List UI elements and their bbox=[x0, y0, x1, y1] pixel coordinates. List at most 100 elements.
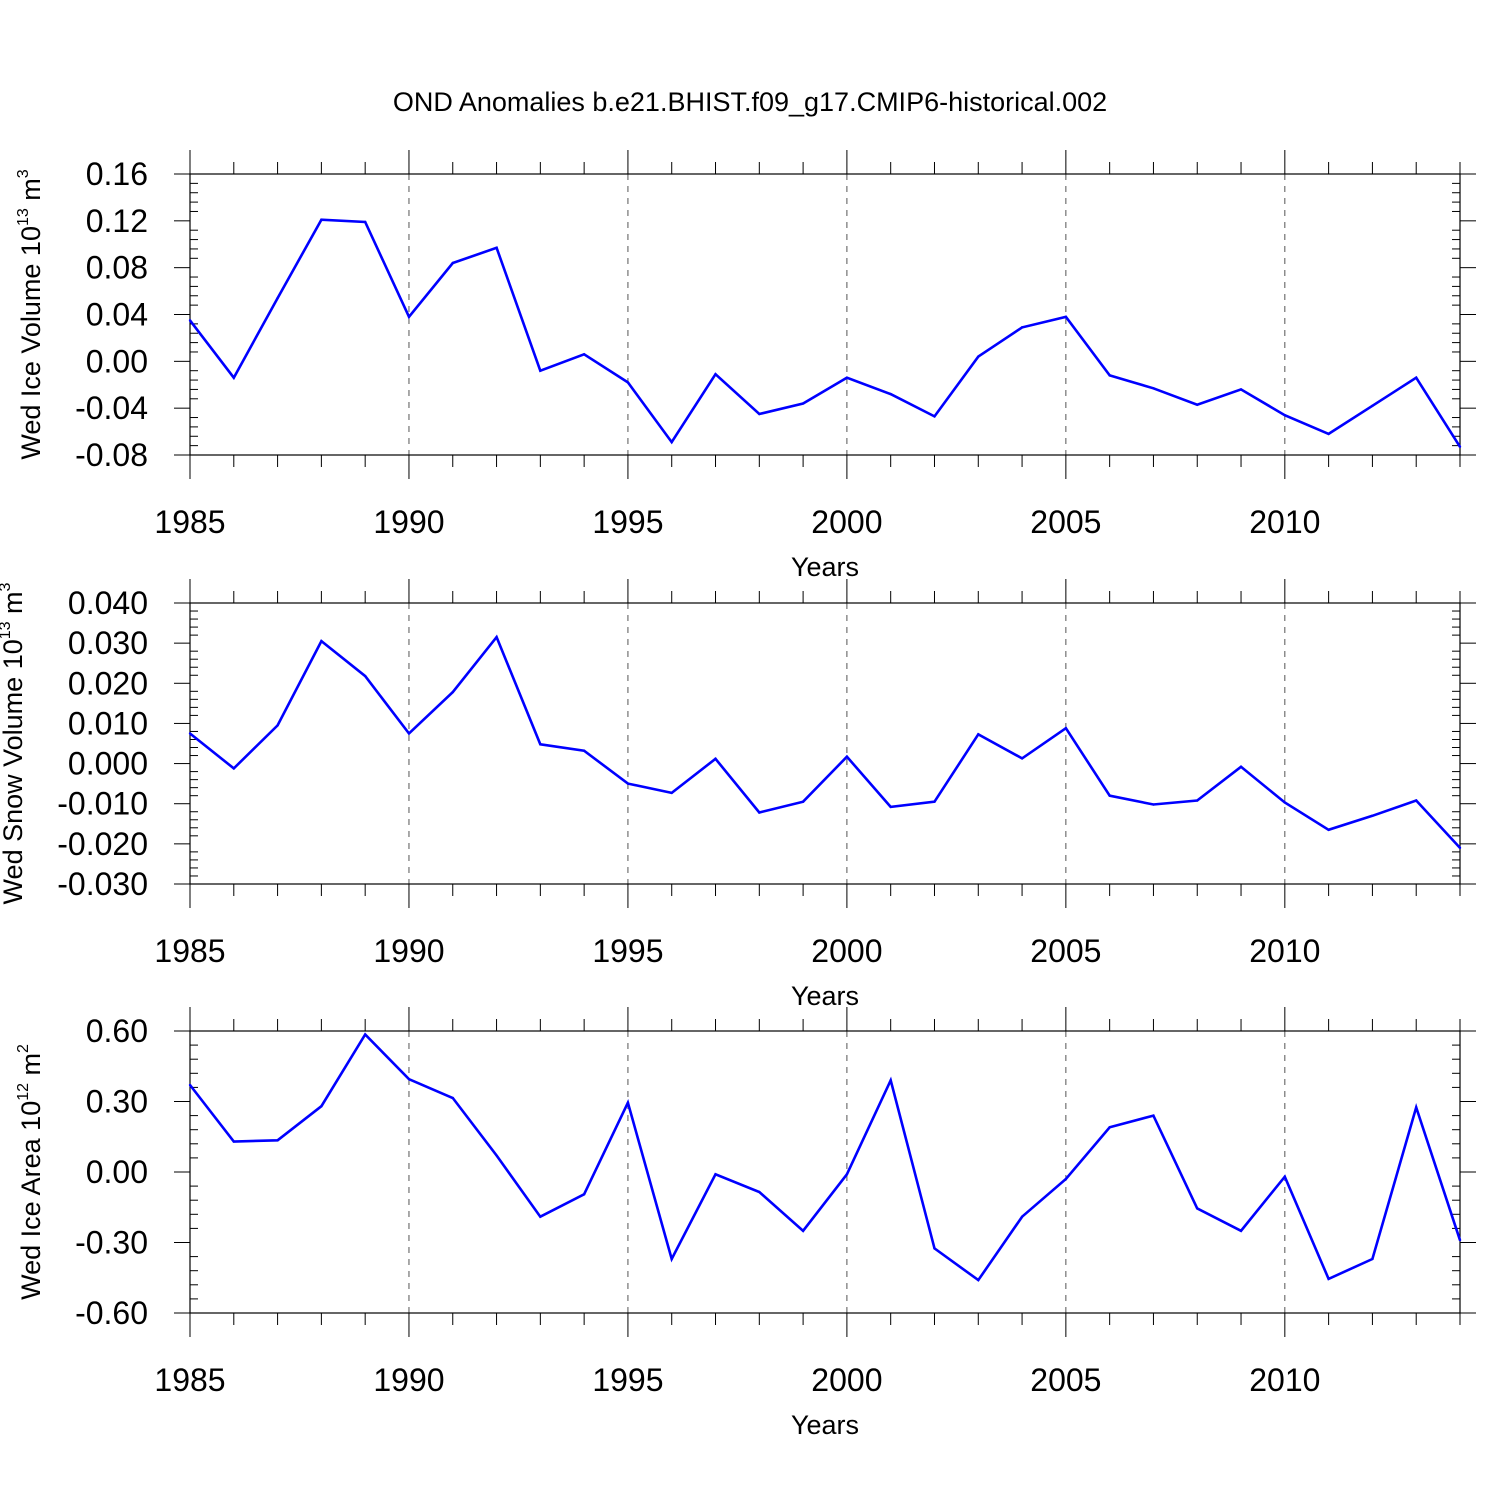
data-point bbox=[670, 1257, 673, 1261]
y-tick-label: -0.60 bbox=[75, 1295, 148, 1331]
data-point bbox=[188, 319, 192, 322]
data-point bbox=[188, 1083, 192, 1087]
data-point bbox=[363, 674, 367, 678]
data-point bbox=[977, 355, 980, 358]
data-point bbox=[1371, 1257, 1374, 1261]
x-tick-label: 2005 bbox=[1030, 504, 1101, 540]
plot-frame bbox=[189, 1030, 1461, 1314]
data-point bbox=[933, 415, 936, 418]
y-axis-label: Wed Snow Volume 1013 m3 bbox=[0, 582, 28, 904]
data-point bbox=[407, 315, 411, 319]
data-point bbox=[582, 749, 586, 752]
data-point bbox=[626, 381, 630, 384]
series-line bbox=[189, 634, 1461, 849]
y-tick-label: -0.030 bbox=[57, 866, 148, 902]
data-point bbox=[1327, 1277, 1330, 1281]
data-point bbox=[1458, 445, 1462, 449]
x-tick-label: 2005 bbox=[1030, 933, 1101, 969]
y-tick-label: -0.08 bbox=[75, 437, 148, 473]
plot-frame bbox=[189, 602, 1461, 885]
y-tick-label: 0.00 bbox=[86, 343, 148, 379]
data-point bbox=[1152, 387, 1155, 390]
x-axis-label: Years bbox=[791, 552, 859, 582]
y-tick-label: 0.30 bbox=[86, 1084, 148, 1120]
data-point bbox=[977, 1278, 980, 1282]
data-point bbox=[495, 1154, 498, 1157]
data-point bbox=[1196, 403, 1199, 406]
data-point bbox=[451, 261, 454, 265]
data-point bbox=[363, 1033, 367, 1036]
x-tick-label: 1995 bbox=[592, 504, 663, 540]
data-point bbox=[232, 767, 235, 770]
data-point bbox=[1064, 727, 1068, 730]
data-point bbox=[1327, 432, 1330, 436]
data-point bbox=[889, 392, 892, 396]
y-tick-label: 0.04 bbox=[86, 297, 148, 333]
y-tick-label: -0.04 bbox=[75, 390, 148, 426]
x-tick-label: 2000 bbox=[811, 933, 882, 969]
data-point bbox=[1415, 1106, 1418, 1109]
series-line bbox=[188, 218, 1462, 448]
data-point bbox=[451, 690, 454, 694]
y-tick-label: 0.08 bbox=[86, 250, 148, 286]
x-tick-label: 1985 bbox=[154, 933, 225, 969]
chart-panel-2: 0.040 0.030 0.020 0.010 0.000 -0.010 -0.020 -0.… bbox=[0, 579, 1476, 1011]
data-point bbox=[1152, 1114, 1155, 1117]
data-point bbox=[801, 800, 805, 803]
y-tick-label: 0.020 bbox=[68, 665, 148, 701]
data-point bbox=[714, 373, 717, 376]
data-point bbox=[714, 757, 717, 760]
y-tick-label: 0.030 bbox=[68, 625, 148, 661]
data-point bbox=[539, 743, 542, 746]
x-axis-label: Years bbox=[791, 1410, 859, 1440]
data-point bbox=[845, 376, 849, 379]
y-tick-label: 0.010 bbox=[68, 705, 148, 741]
data-point bbox=[1239, 765, 1243, 768]
data-point bbox=[320, 1105, 323, 1108]
x-tick-label: 2005 bbox=[1030, 1362, 1101, 1398]
data-point bbox=[933, 1247, 936, 1250]
data-point bbox=[758, 412, 761, 416]
x-tick-label: 2010 bbox=[1249, 504, 1320, 540]
y-tick-label: 0.12 bbox=[86, 203, 148, 239]
data-point bbox=[582, 353, 586, 356]
data-point bbox=[758, 1190, 761, 1194]
data-point bbox=[495, 635, 498, 639]
figure-title: OND Anomalies b.e21.BHIST.f09_g17.CMIP6-… bbox=[393, 87, 1107, 117]
data-point bbox=[232, 376, 235, 379]
y-tick-label: 0.040 bbox=[68, 585, 148, 621]
data-point bbox=[1108, 374, 1111, 377]
data-point bbox=[1196, 799, 1199, 802]
data-point bbox=[1020, 1215, 1024, 1218]
y-tick-label: 0.000 bbox=[68, 746, 148, 782]
data-point bbox=[1152, 803, 1155, 806]
data-point bbox=[670, 791, 673, 795]
data-point bbox=[582, 1193, 586, 1196]
data-point bbox=[889, 805, 892, 809]
data-point bbox=[889, 1079, 892, 1082]
data-point bbox=[1327, 828, 1330, 832]
y-tick-label: -0.020 bbox=[57, 826, 148, 862]
x-tick-label: 2010 bbox=[1249, 1362, 1320, 1398]
data-point bbox=[495, 246, 498, 249]
data-point bbox=[1196, 1207, 1199, 1210]
data-point bbox=[758, 811, 761, 814]
data-point bbox=[1020, 326, 1024, 329]
y-tick-label: -0.010 bbox=[57, 786, 148, 822]
data-point bbox=[451, 1096, 454, 1100]
data-point bbox=[188, 732, 192, 735]
data-point bbox=[977, 733, 980, 736]
data-point bbox=[1371, 404, 1374, 408]
data-point bbox=[1458, 846, 1462, 850]
y-axis-label: Wed Ice Volume 1013 m3 bbox=[15, 169, 46, 459]
data-point bbox=[539, 1215, 542, 1218]
x-tick-label: 1990 bbox=[373, 1362, 444, 1398]
data-point bbox=[714, 1173, 717, 1176]
data-point bbox=[1239, 388, 1243, 391]
data-point bbox=[1108, 1126, 1111, 1129]
data-point bbox=[276, 724, 279, 727]
x-axis-label: Years bbox=[791, 981, 859, 1011]
